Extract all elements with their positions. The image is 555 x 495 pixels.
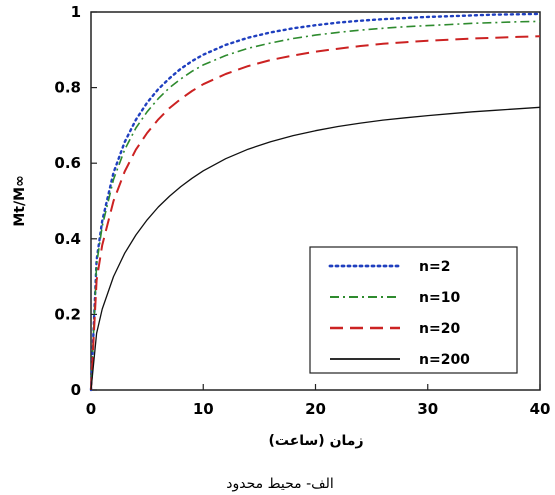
y-tick-label: 0 (71, 381, 81, 399)
legend: n=2 n=10 n=20 n=200 (309, 246, 518, 374)
series-line-n=20 (90, 35, 541, 391)
x-tick-label: 0 (86, 400, 96, 418)
y-tick-label: 0.8 (54, 79, 81, 97)
legend-box (309, 246, 518, 374)
y-axis: 0 0.2 0.4 0.6 0.8 1 (54, 3, 97, 399)
x-tick-label: 20 (305, 400, 326, 418)
y-axis-title: Mt/M∞ (12, 175, 28, 226)
figure-caption: الف- محیط محدود (226, 476, 334, 492)
x-tick-label: 30 (417, 400, 438, 418)
x-axis: 0 10 20 30 40 (86, 384, 551, 418)
series-line-n=2 (89, 12, 542, 392)
y-tick-label: 0.2 (54, 305, 81, 323)
y-tick-label: 0.6 (54, 154, 81, 172)
legend-label: n=2 (419, 259, 450, 275)
x-tick-label: 10 (193, 400, 214, 418)
legend-label: n=20 (419, 321, 460, 337)
x-tick-label: 40 (530, 400, 551, 418)
series-layer (89, 12, 542, 392)
y-tick-label: 0.4 (54, 230, 81, 248)
series-line-n=10 (90, 20, 541, 391)
legend-label: n=200 (419, 352, 470, 368)
y-tick-label: 1 (71, 3, 81, 21)
series-line-n=200 (90, 106, 541, 391)
x-axis-title: زمان (ساعت) (268, 433, 363, 449)
legend-label: n=10 (419, 290, 460, 306)
